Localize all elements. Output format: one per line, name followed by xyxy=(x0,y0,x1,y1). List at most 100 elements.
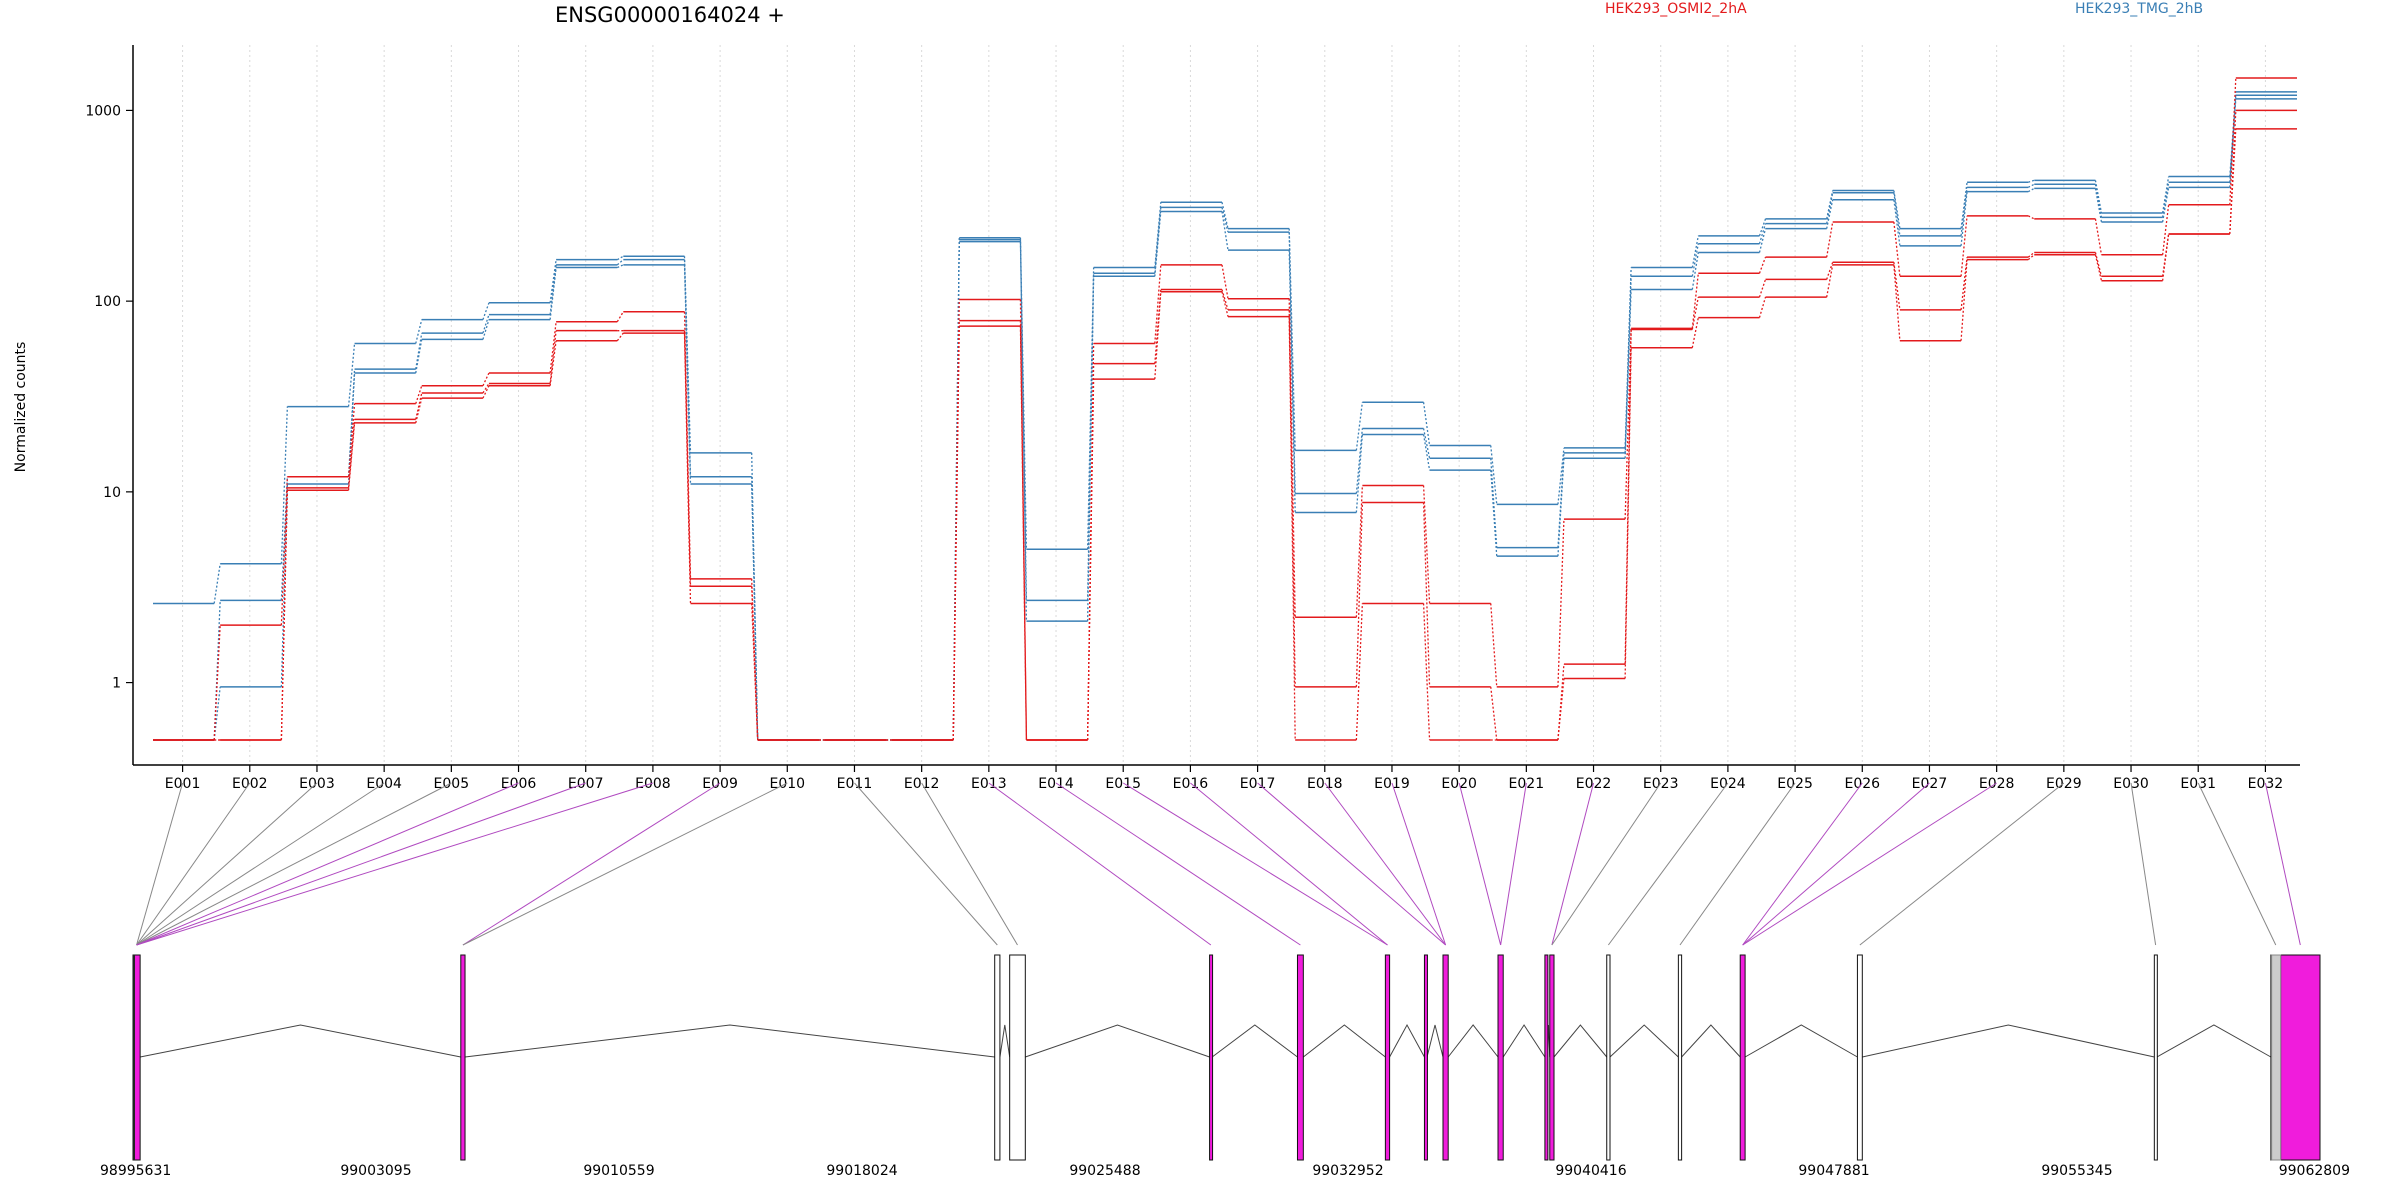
x-tick-label: E016 xyxy=(1173,776,1209,792)
x-tick-label: E007 xyxy=(568,776,604,792)
y-tick-label: 10 xyxy=(103,485,121,501)
gene-model: 98995631 99003095 99010559 99018024 99025488… xyxy=(100,782,2350,1179)
chart-title: ENSG00000164024 + xyxy=(555,3,785,27)
connector xyxy=(751,603,759,741)
intron-line xyxy=(1862,1024,2155,1058)
connector xyxy=(280,483,289,687)
connector xyxy=(1758,223,1767,244)
connector xyxy=(415,319,423,344)
exon-link xyxy=(1324,782,1446,946)
x-tick-label: E013 xyxy=(971,776,1007,792)
intron-line xyxy=(1502,1024,1546,1058)
connector xyxy=(1826,192,1834,224)
genomic-tick-label: 99055345 xyxy=(2041,1163,2112,1179)
exon-box xyxy=(2153,954,2158,1161)
connector xyxy=(280,476,289,601)
connector xyxy=(1221,202,1229,229)
connector xyxy=(1691,317,1699,348)
connector xyxy=(1221,289,1229,311)
genomic-tick-label: 99040416 xyxy=(1555,1163,1626,1179)
intron-line xyxy=(1681,1024,1741,1058)
exon-link xyxy=(1122,782,1388,946)
exon-link xyxy=(1055,782,1301,946)
connector xyxy=(1826,199,1834,229)
exon-link xyxy=(462,782,721,946)
connector xyxy=(1221,291,1229,317)
connector xyxy=(1893,221,1901,277)
intron-line xyxy=(1211,1024,1298,1058)
connector xyxy=(1490,458,1498,548)
connector xyxy=(1960,191,1968,246)
exon-box xyxy=(1606,954,1611,1161)
genomic-tick-label: 99062809 xyxy=(2279,1163,2350,1179)
exon-box xyxy=(1549,954,1555,1161)
connector xyxy=(1019,241,1028,622)
genomic-tick-label: 99032952 xyxy=(1312,1163,1383,1179)
connector xyxy=(1691,243,1699,277)
genomic-tick-label: 98995631 xyxy=(100,1163,171,1179)
connector xyxy=(1355,603,1364,741)
exon-link xyxy=(2130,782,2157,946)
connector xyxy=(1422,603,1431,741)
connector xyxy=(549,340,557,386)
connector xyxy=(1826,264,1834,298)
x-tick-label: E004 xyxy=(366,776,402,792)
connector xyxy=(1691,296,1699,330)
connector xyxy=(1624,347,1632,679)
connector xyxy=(549,321,557,374)
connector xyxy=(415,392,423,420)
intron-line xyxy=(1744,1024,1858,1058)
connector xyxy=(549,330,557,384)
connector xyxy=(1288,232,1296,494)
exon-link xyxy=(136,782,318,946)
connector xyxy=(1490,445,1498,505)
intron-line xyxy=(2156,1024,2272,1058)
exon-link xyxy=(136,782,654,946)
connector xyxy=(2161,187,2170,223)
connector xyxy=(2094,218,2103,255)
connector xyxy=(1422,428,1431,459)
connector xyxy=(683,264,692,484)
connector xyxy=(1154,291,1162,380)
intron-line xyxy=(1426,1024,1444,1058)
exon-link xyxy=(988,782,1212,946)
connector xyxy=(1154,264,1162,344)
x-tick-label: E027 xyxy=(1912,776,1948,792)
x-tick-label: E025 xyxy=(1777,776,1813,792)
exon-link xyxy=(136,782,251,946)
connector xyxy=(415,385,423,404)
series-5 xyxy=(153,109,2297,741)
x-tick-label: E006 xyxy=(501,776,537,792)
connector xyxy=(2161,182,2170,218)
exon-link xyxy=(1458,782,1502,946)
exon-box xyxy=(1209,954,1214,1161)
connector xyxy=(2027,254,2035,261)
connector xyxy=(482,302,490,320)
exon-box xyxy=(1423,954,1428,1161)
exon-box xyxy=(1677,954,1683,1161)
connector xyxy=(347,372,356,485)
exon-box xyxy=(2280,954,2321,1161)
connector xyxy=(1758,296,1767,318)
connector xyxy=(1355,502,1364,687)
x-tick-label: E029 xyxy=(2046,776,2082,792)
y-tick-label: 100 xyxy=(94,294,121,310)
x-tick-label: E018 xyxy=(1307,776,1343,792)
x-tick-label: E014 xyxy=(1038,776,1074,792)
intron-line xyxy=(999,1024,1011,1058)
exon-link xyxy=(2264,782,2301,946)
genomic-tick-label: 99003095 xyxy=(340,1163,411,1179)
connector xyxy=(549,267,557,320)
connector xyxy=(1960,187,1968,236)
connector xyxy=(1826,261,1834,280)
connector xyxy=(347,343,356,407)
exon-link xyxy=(1607,782,1729,946)
connector xyxy=(2094,254,2103,281)
series-1 xyxy=(153,91,2297,741)
connector xyxy=(1758,218,1767,237)
connector xyxy=(616,311,624,323)
exon-link xyxy=(1742,782,1997,946)
connector xyxy=(683,259,692,477)
exon-link xyxy=(136,782,586,946)
connector xyxy=(280,490,289,741)
